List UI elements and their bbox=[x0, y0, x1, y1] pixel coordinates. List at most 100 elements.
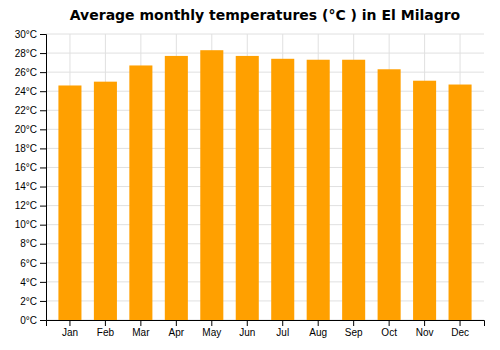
tick-mark bbox=[353, 320, 354, 326]
tick-label: 4°C bbox=[20, 277, 37, 288]
tick: 12°C bbox=[15, 200, 46, 211]
tick: 10°C bbox=[15, 219, 46, 230]
tick-label: Jan bbox=[62, 327, 78, 338]
tick: 6°C bbox=[20, 258, 46, 269]
tick-mark bbox=[40, 34, 46, 35]
tick-label: 18°C bbox=[15, 143, 37, 154]
tick-mark bbox=[40, 263, 46, 264]
tick: Jun bbox=[239, 320, 255, 338]
tick-mark bbox=[424, 320, 425, 326]
axis-domain bbox=[47, 321, 485, 327]
tick-label: 8°C bbox=[20, 238, 37, 249]
tick: 4°C bbox=[20, 277, 46, 288]
tick: 30°C bbox=[15, 29, 46, 40]
tick-mark bbox=[460, 320, 461, 326]
tick-mark bbox=[247, 320, 248, 326]
bar bbox=[413, 81, 436, 320]
tick-mark bbox=[40, 244, 46, 245]
tick-label: Aug bbox=[309, 327, 327, 338]
tick-mark bbox=[40, 148, 46, 149]
tick-mark bbox=[40, 187, 46, 188]
bar bbox=[307, 60, 330, 320]
tick-label: Sep bbox=[345, 327, 363, 338]
tick-mark bbox=[389, 320, 390, 326]
y-axis: 0°C 2°C 4°C 6°C 8°C 10°C 12°C 14°C 16°C 18°C 20°C 2… bbox=[15, 29, 47, 326]
tick-mark bbox=[40, 53, 46, 54]
tick-label: Apr bbox=[169, 327, 185, 338]
grid-line bbox=[46, 53, 484, 54]
tick-mark bbox=[211, 320, 212, 326]
tick-label: May bbox=[202, 327, 221, 338]
tick-label: 0°C bbox=[20, 315, 37, 326]
plot: Jan Feb Mar Apr May Jun Jul Aug Sep Oct Nov Dec 0°C 2… bbox=[15, 29, 485, 338]
grid-line bbox=[46, 34, 484, 35]
tick-label: 2°C bbox=[20, 296, 37, 307]
tick: 20°C bbox=[15, 124, 46, 135]
tick: 8°C bbox=[20, 238, 46, 249]
tick: Aug bbox=[309, 320, 327, 338]
tick-mark bbox=[40, 282, 46, 283]
tick: Feb bbox=[97, 320, 115, 338]
tick-mark bbox=[40, 72, 46, 73]
tick-label: 22°C bbox=[15, 105, 37, 116]
bar bbox=[342, 60, 365, 320]
tick-mark bbox=[40, 225, 46, 226]
bar bbox=[378, 69, 401, 320]
tick-label: Jun bbox=[239, 327, 255, 338]
tick-label: 16°C bbox=[15, 162, 37, 173]
tick-label: 12°C bbox=[15, 200, 37, 211]
bar bbox=[449, 85, 472, 320]
bars bbox=[58, 50, 471, 320]
bar bbox=[58, 85, 81, 320]
tick: Apr bbox=[169, 320, 185, 338]
tick-mark bbox=[40, 110, 46, 111]
tick: Mar bbox=[132, 320, 150, 338]
tick-label: Nov bbox=[416, 327, 434, 338]
bar bbox=[236, 56, 259, 320]
tick-label: 26°C bbox=[15, 67, 37, 78]
tick-mark bbox=[40, 320, 46, 321]
tick: 16°C bbox=[15, 162, 46, 173]
grid-line bbox=[46, 72, 484, 73]
tick-mark bbox=[105, 320, 106, 326]
tick-mark bbox=[40, 129, 46, 130]
bar bbox=[200, 50, 223, 320]
tick-mark bbox=[140, 320, 141, 326]
tick: May bbox=[202, 320, 221, 338]
tick-label: Dec bbox=[451, 327, 469, 338]
tick: 0°C bbox=[20, 315, 46, 326]
tick: Jan bbox=[62, 320, 78, 338]
axis-domain bbox=[40, 35, 47, 321]
tick-label: 30°C bbox=[15, 29, 37, 40]
tick-label: Oct bbox=[381, 327, 397, 338]
tick: 26°C bbox=[15, 67, 46, 78]
tick-mark bbox=[69, 320, 70, 326]
bar bbox=[129, 65, 152, 320]
tick: Oct bbox=[381, 320, 397, 338]
tick-label: Feb bbox=[97, 327, 115, 338]
tick: 2°C bbox=[20, 296, 46, 307]
tick-label: 10°C bbox=[15, 219, 37, 230]
tick-mark bbox=[176, 320, 177, 326]
bar bbox=[94, 82, 117, 320]
bar bbox=[165, 56, 188, 320]
tick: 28°C bbox=[15, 48, 46, 59]
tick: Sep bbox=[345, 320, 363, 338]
grid bbox=[46, 34, 484, 320]
title: Average monthly temperatures (°C ) in El… bbox=[70, 7, 461, 23]
tick-mark bbox=[40, 301, 46, 302]
tick-label: Mar bbox=[132, 327, 150, 338]
tick: 24°C bbox=[15, 86, 46, 97]
tick: 14°C bbox=[15, 181, 46, 192]
tick: Dec bbox=[451, 320, 469, 338]
tick-label: Jul bbox=[276, 327, 289, 338]
tick-mark bbox=[40, 91, 46, 92]
tick-mark bbox=[318, 320, 319, 326]
tick: Jul bbox=[276, 320, 289, 338]
tick-label: 6°C bbox=[20, 258, 37, 269]
tick-mark bbox=[40, 206, 46, 207]
tick-mark bbox=[282, 320, 283, 326]
tick: 22°C bbox=[15, 105, 46, 116]
tick: 18°C bbox=[15, 143, 46, 154]
tick-label: 20°C bbox=[15, 124, 37, 135]
